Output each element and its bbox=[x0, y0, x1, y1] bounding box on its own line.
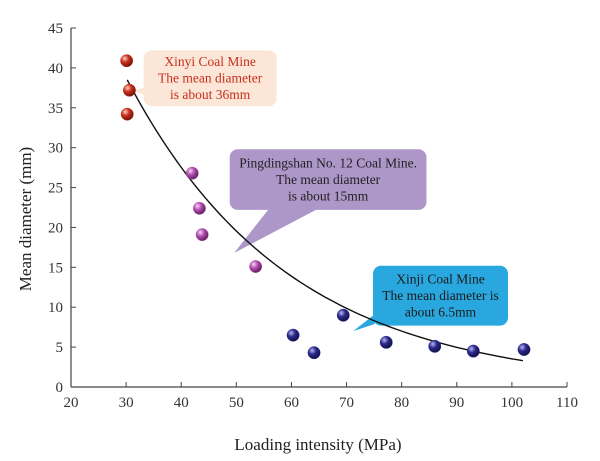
fit-curve-layer bbox=[126, 79, 524, 362]
x-tick-label: 30 bbox=[119, 395, 134, 411]
x-tick-label: 70 bbox=[339, 395, 354, 411]
y-axis-title: Mean diameter (mm) bbox=[16, 147, 35, 291]
data-point-series-3 bbox=[286, 328, 300, 342]
y-tick-label: 35 bbox=[48, 101, 63, 117]
data-point-series-3 bbox=[466, 344, 480, 358]
data-point-series-3 bbox=[428, 339, 442, 353]
data-point-series-3 bbox=[517, 343, 531, 356]
x-tick-label: 60 bbox=[284, 395, 299, 411]
data-point-series-2 bbox=[185, 166, 199, 180]
data-point-series-1 bbox=[120, 54, 134, 68]
x-tick-label: 110 bbox=[556, 395, 578, 411]
y-tick-label: 25 bbox=[48, 181, 63, 197]
data-point-series-1 bbox=[120, 107, 134, 121]
callout-text-line: about 6.5mm bbox=[405, 304, 477, 319]
fit-curve bbox=[126, 79, 524, 362]
x-tick-label: 50 bbox=[229, 395, 244, 411]
callout-text-line: The mean diameter is bbox=[382, 288, 499, 303]
callout-2: Pingdingshan No. 12 Coal Mine. The mean d… bbox=[229, 149, 427, 253]
data-point-series-1 bbox=[123, 83, 136, 97]
x-tick-label: 90 bbox=[449, 395, 464, 411]
x-axis: 20 30 40 50 60 70 80 90 100 110 bbox=[64, 382, 578, 411]
callout-text-line: The mean diameter bbox=[158, 71, 263, 86]
data-point-series-3 bbox=[307, 346, 321, 360]
callout-box bbox=[143, 50, 277, 107]
y-tick-label: 45 bbox=[48, 21, 63, 37]
callout-pointer bbox=[133, 87, 148, 97]
y-axis: 0 5 10 15 20 25 30 35 40 45 bbox=[48, 21, 76, 396]
x-tick-label: 40 bbox=[174, 395, 189, 411]
y-tick-label: 15 bbox=[48, 260, 63, 276]
y-tick-label: 10 bbox=[48, 300, 63, 316]
callout-pointer bbox=[353, 314, 375, 332]
data-point-series-3 bbox=[336, 308, 350, 322]
x-axis-title: Loading intensity (MPa) bbox=[234, 435, 401, 454]
y-tick-label: 20 bbox=[48, 220, 63, 236]
x-tick-label: 80 bbox=[394, 395, 409, 411]
callout-text-line: Xinyi Coal Mine bbox=[164, 54, 256, 69]
data-point-series-2 bbox=[195, 228, 209, 242]
callout-text-line: is about 15mm bbox=[288, 188, 369, 203]
data-point-series-2 bbox=[193, 201, 206, 215]
data-points-layer bbox=[120, 54, 531, 360]
callout-text-line: Xinji Coal Mine bbox=[396, 271, 485, 286]
y-tick-label: 30 bbox=[48, 141, 63, 157]
callout-3: Xinji Coal Mine The mean diameter isabout… bbox=[353, 265, 509, 332]
data-point-series-2 bbox=[249, 260, 263, 273]
callout-box bbox=[229, 149, 427, 210]
callout-text-line: Pingdingshan No. 12 Coal Mine. bbox=[239, 155, 417, 170]
data-point-series-3 bbox=[379, 335, 393, 349]
x-tick-label: 100 bbox=[501, 395, 524, 411]
y-tick-label: 0 bbox=[56, 380, 64, 396]
callout-text-line: is about 36mm bbox=[170, 87, 251, 102]
callout-box bbox=[373, 265, 509, 326]
callout-text-line: The mean diameter bbox=[276, 172, 381, 187]
x-tick-label: 20 bbox=[64, 395, 79, 411]
y-tick-label: 40 bbox=[48, 61, 63, 77]
y-tick-label: 5 bbox=[56, 340, 64, 356]
callout-pointer bbox=[234, 208, 319, 253]
